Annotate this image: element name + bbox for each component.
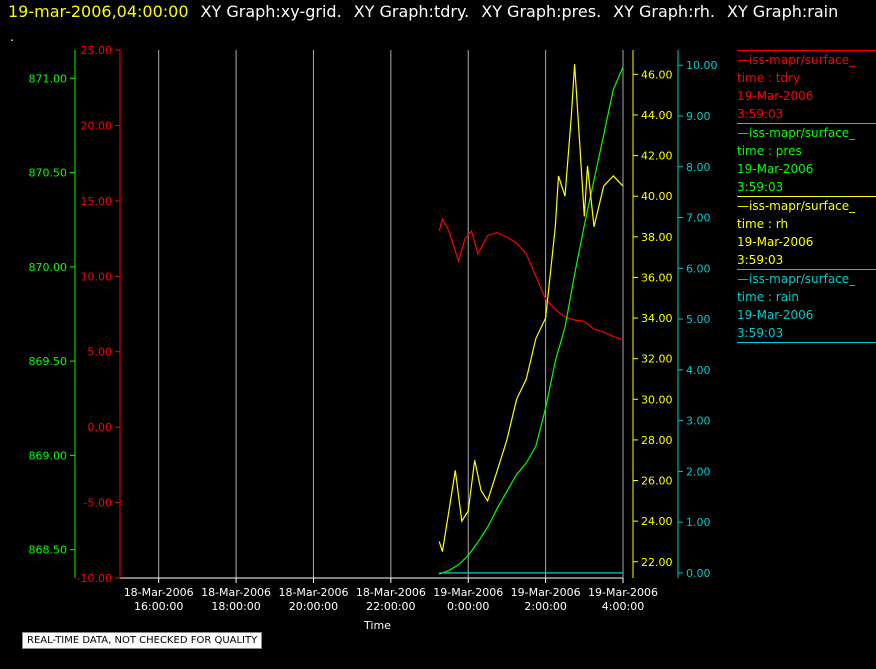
pres-tick-label: 870.00	[29, 261, 68, 274]
pres-tick-label: 869.00	[29, 449, 68, 462]
tdry-series-line	[438, 217, 624, 341]
x-tick-label: 20:00:00	[289, 600, 338, 613]
x-tick-label: 2:00:00	[524, 600, 566, 613]
header-title-2: XY Graph:pres.	[481, 2, 602, 21]
x-tick-label: 19-Mar-2006	[511, 586, 581, 599]
tdry-tick-label: -5.00	[84, 497, 112, 510]
legend-entry-rain: —iss-mapr/surface_ time : rain 19-Mar-20…	[737, 269, 876, 343]
rain-tick-label: 4.00	[686, 364, 711, 377]
legend-time: 3:59:03	[737, 326, 784, 340]
pres-tick-label: 868.50	[29, 544, 68, 557]
x-tick-label: 16:00:00	[134, 600, 183, 613]
tdry-tick-label: 10.00	[81, 270, 113, 283]
rain-tick-label: 2.00	[686, 465, 711, 478]
rain-tick-label: 0.00	[686, 567, 711, 580]
rh-tick-label: 24.00	[641, 515, 673, 528]
legend-time: 3:59:03	[737, 180, 784, 194]
rh-tick-label: 38.00	[641, 231, 673, 244]
rh-tick-label: 44.00	[641, 109, 673, 122]
header-mark: .	[10, 30, 14, 44]
rh-tick-label: 34.00	[641, 312, 673, 325]
pres-tick-label: 870.50	[29, 167, 68, 180]
legend-date: 19-Mar-2006	[737, 308, 814, 322]
legend-entry-rh: —iss-mapr/surface_ time : rh 19-Mar-2006…	[737, 196, 876, 269]
legend-entry-pres: —iss-mapr/surface_ time : pres 19-Mar-20…	[737, 123, 876, 196]
x-axis-label: Time	[363, 619, 391, 632]
legend: —iss-mapr/surface_ time : tdry 19-Mar-20…	[737, 50, 876, 343]
rh-tick-label: 40.00	[641, 190, 673, 203]
rain-tick-label: 8.00	[686, 161, 711, 174]
rh-tick-label: 26.00	[641, 475, 673, 488]
pres-tick-label: 871.00	[29, 72, 68, 85]
rain-tick-label: 7.00	[686, 212, 711, 225]
rain-tick-label: 6.00	[686, 262, 711, 275]
legend-date: 19-Mar-2006	[737, 89, 814, 103]
legend-time: 3:59:03	[737, 253, 784, 267]
legend-field: time : tdry	[737, 71, 801, 85]
rh-tick-label: 32.00	[641, 353, 673, 366]
header-title: 19-mar-2006,04:00:00 XY Graph:xy-grid. XY …	[8, 2, 838, 21]
x-tick-label: 18:00:00	[211, 600, 260, 613]
rain-tick-label: 3.00	[686, 415, 711, 428]
legend-entry-tdry: —iss-mapr/surface_ time : tdry 19-Mar-20…	[737, 50, 876, 123]
rain-tick-label: 10.00	[686, 59, 718, 72]
legend-field: time : rh	[737, 217, 789, 231]
tdry-tick-label: -10.00	[77, 572, 112, 585]
legend-field: time : pres	[737, 144, 802, 158]
rh-tick-label: 30.00	[641, 393, 673, 406]
header-title-1: XY Graph:tdry.	[353, 2, 470, 21]
rh-tick-label: 22.00	[641, 556, 673, 569]
tdry-tick-label: 15.00	[81, 195, 113, 208]
rh-tick-label: 46.00	[641, 68, 673, 81]
legend-series-name: —iss-mapr/surface_	[737, 199, 856, 213]
legend-date: 19-Mar-2006	[737, 162, 814, 176]
legend-field: time : rain	[737, 290, 800, 304]
quality-disclaimer: REAL-TIME DATA, NOT CHECKED FOR QUALITY	[22, 632, 263, 649]
x-tick-label: 4:00:00	[602, 600, 644, 613]
x-tick-label: 19-Mar-2006	[433, 586, 503, 599]
legend-date: 19-Mar-2006	[737, 235, 814, 249]
rain-tick-label: 1.00	[686, 516, 711, 529]
tdry-tick-label: 5.00	[88, 346, 113, 359]
legend-time: 3:59:03	[737, 107, 784, 121]
rh-tick-label: 36.00	[641, 271, 673, 284]
legend-series-name: —iss-mapr/surface_	[737, 126, 856, 140]
x-tick-label: 18-Mar-2006	[278, 586, 348, 599]
pres-tick-label: 869.50	[29, 355, 68, 368]
x-tick-label: 0:00:00	[447, 600, 489, 613]
rh-tick-label: 28.00	[641, 434, 673, 447]
x-tick-label: 18-Mar-2006	[124, 586, 194, 599]
rh-series-line	[438, 64, 624, 552]
header-timestamp: 19-mar-2006,04:00:00	[8, 2, 189, 21]
x-tick-label: 22:00:00	[366, 600, 415, 613]
tdry-tick-label: 20.00	[81, 119, 113, 132]
x-tick-label: 19-Mar-2006	[588, 586, 658, 599]
tdry-tick-label: 0.00	[88, 421, 113, 434]
rain-tick-label: 9.00	[686, 110, 711, 123]
header-title-4: XY Graph:rain	[726, 2, 839, 21]
header-title-0: XY Graph:xy-grid.	[200, 2, 342, 21]
pres-series-line	[438, 66, 624, 575]
x-tick-label: 18-Mar-2006	[356, 586, 426, 599]
tdry-tick-label: 25.00	[81, 44, 113, 57]
x-tick-label: 18-Mar-2006	[201, 586, 271, 599]
rh-tick-label: 42.00	[641, 150, 673, 163]
rain-tick-label: 5.00	[686, 313, 711, 326]
header-title-3: XY Graph:rh.	[613, 2, 715, 21]
legend-series-name: —iss-mapr/surface_	[737, 272, 856, 286]
legend-series-name: —iss-mapr/surface_	[737, 53, 856, 67]
